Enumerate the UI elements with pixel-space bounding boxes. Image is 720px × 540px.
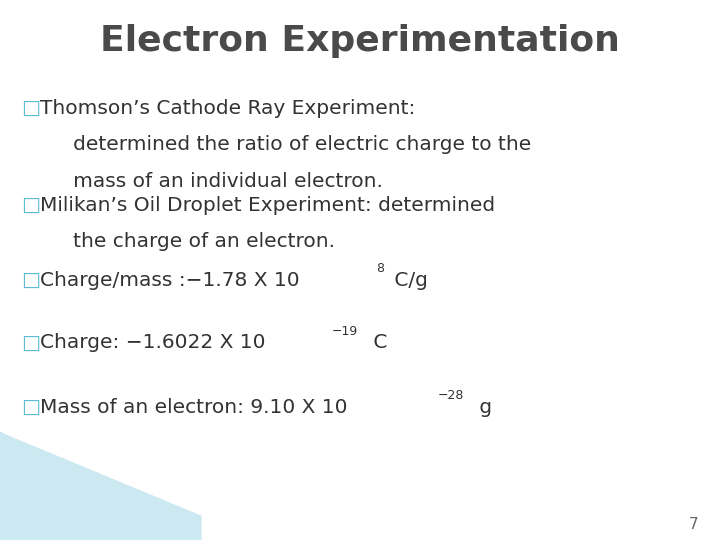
Text: the charge of an electron.: the charge of an electron. [54,232,335,252]
Text: Charge: −1.6022 X 10: Charge: −1.6022 X 10 [40,333,265,353]
Text: 8: 8 [376,262,384,275]
Polygon shape [0,432,202,540]
Text: □: □ [22,398,40,417]
Text: 7: 7 [689,517,698,532]
Text: g: g [473,398,492,417]
Polygon shape [0,475,115,540]
Text: □: □ [22,98,40,118]
Text: C: C [367,333,387,353]
Text: C/g: C/g [388,271,428,291]
Text: Milikan’s Oil Droplet Experiment: determined: Milikan’s Oil Droplet Experiment: determ… [40,195,495,215]
Text: determined the ratio of electric charge to the: determined the ratio of electric charge … [54,135,531,154]
Text: □: □ [22,271,40,291]
Text: Mass of an electron: 9.10 X 10: Mass of an electron: 9.10 X 10 [40,398,347,417]
Text: Thomson’s Cathode Ray Experiment:: Thomson’s Cathode Ray Experiment: [40,98,415,118]
Text: Charge/mass :−1.78 X 10: Charge/mass :−1.78 X 10 [40,271,300,291]
Text: Electron Experimentation: Electron Experimentation [100,24,620,58]
Text: mass of an individual electron.: mass of an individual electron. [54,172,383,191]
Text: □: □ [22,333,40,353]
Text: □: □ [22,195,40,215]
Polygon shape [0,432,202,540]
Text: −28: −28 [438,389,464,402]
Text: −19: −19 [332,325,359,338]
